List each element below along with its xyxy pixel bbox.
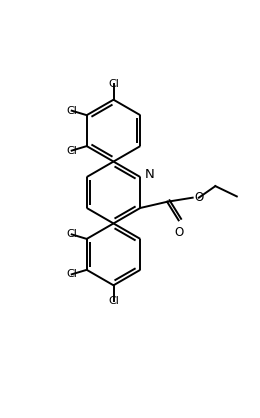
Text: Cl: Cl (66, 106, 77, 116)
Text: Cl: Cl (66, 145, 77, 155)
Text: N: N (145, 168, 155, 181)
Text: Cl: Cl (66, 229, 77, 240)
Text: Cl: Cl (108, 296, 119, 306)
Text: Cl: Cl (66, 269, 77, 279)
Text: O: O (194, 191, 203, 204)
Text: O: O (174, 226, 183, 239)
Text: Cl: Cl (108, 79, 119, 89)
